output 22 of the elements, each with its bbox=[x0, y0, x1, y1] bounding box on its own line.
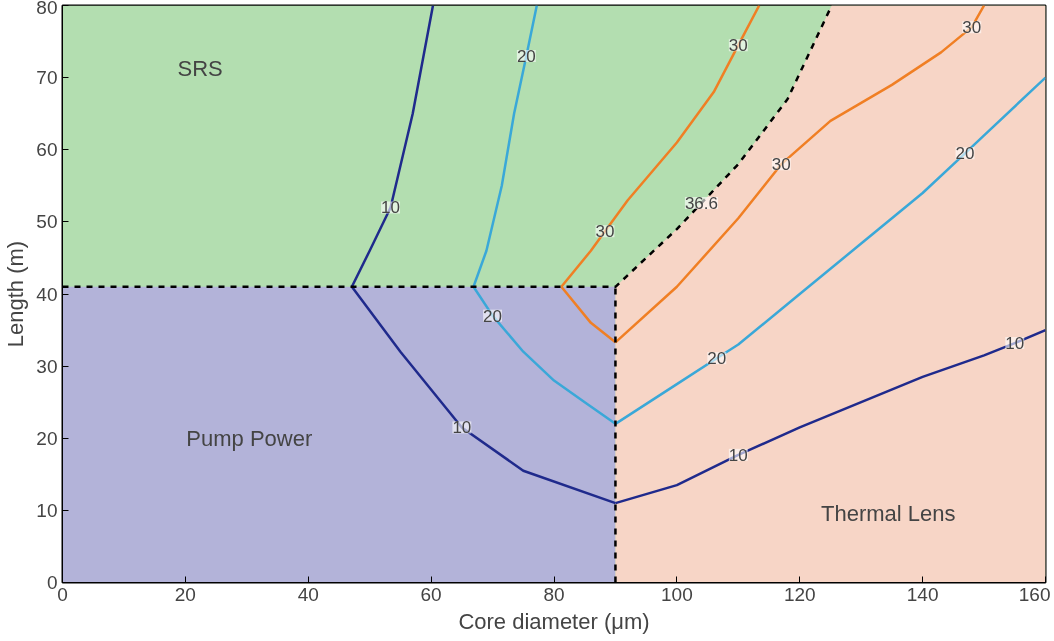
annotation: Thermal Lens bbox=[820, 500, 956, 526]
annotation: SRS bbox=[177, 56, 223, 82]
x-tick-label: 100 bbox=[661, 583, 693, 605]
y-tick-label: 80 bbox=[36, 0, 58, 18]
y-axis-title: Length (m) bbox=[3, 240, 29, 348]
y-tick-label: 50 bbox=[36, 211, 58, 233]
x-tick-label: 160 bbox=[1018, 583, 1051, 605]
annotation: 36.6 bbox=[684, 194, 718, 214]
y-tick-label: 60 bbox=[36, 139, 58, 161]
x-axis-title: Core diameter (μm) bbox=[458, 608, 650, 634]
annotation: Pump Power bbox=[186, 425, 313, 451]
x-tick-label: 60 bbox=[420, 583, 442, 605]
x-tick-label: 120 bbox=[783, 583, 816, 605]
x-tick-label: 40 bbox=[297, 583, 319, 605]
y-tick-label: 40 bbox=[36, 283, 58, 305]
x-tick-label: 80 bbox=[543, 583, 565, 605]
y-tick-label: 70 bbox=[36, 67, 58, 89]
x-tick-label: 140 bbox=[906, 583, 939, 605]
x-tick-label: 20 bbox=[174, 583, 196, 605]
y-tick-label: 10 bbox=[36, 499, 58, 521]
y-tick-label: 20 bbox=[36, 427, 58, 449]
y-tick-label: 30 bbox=[36, 355, 58, 377]
